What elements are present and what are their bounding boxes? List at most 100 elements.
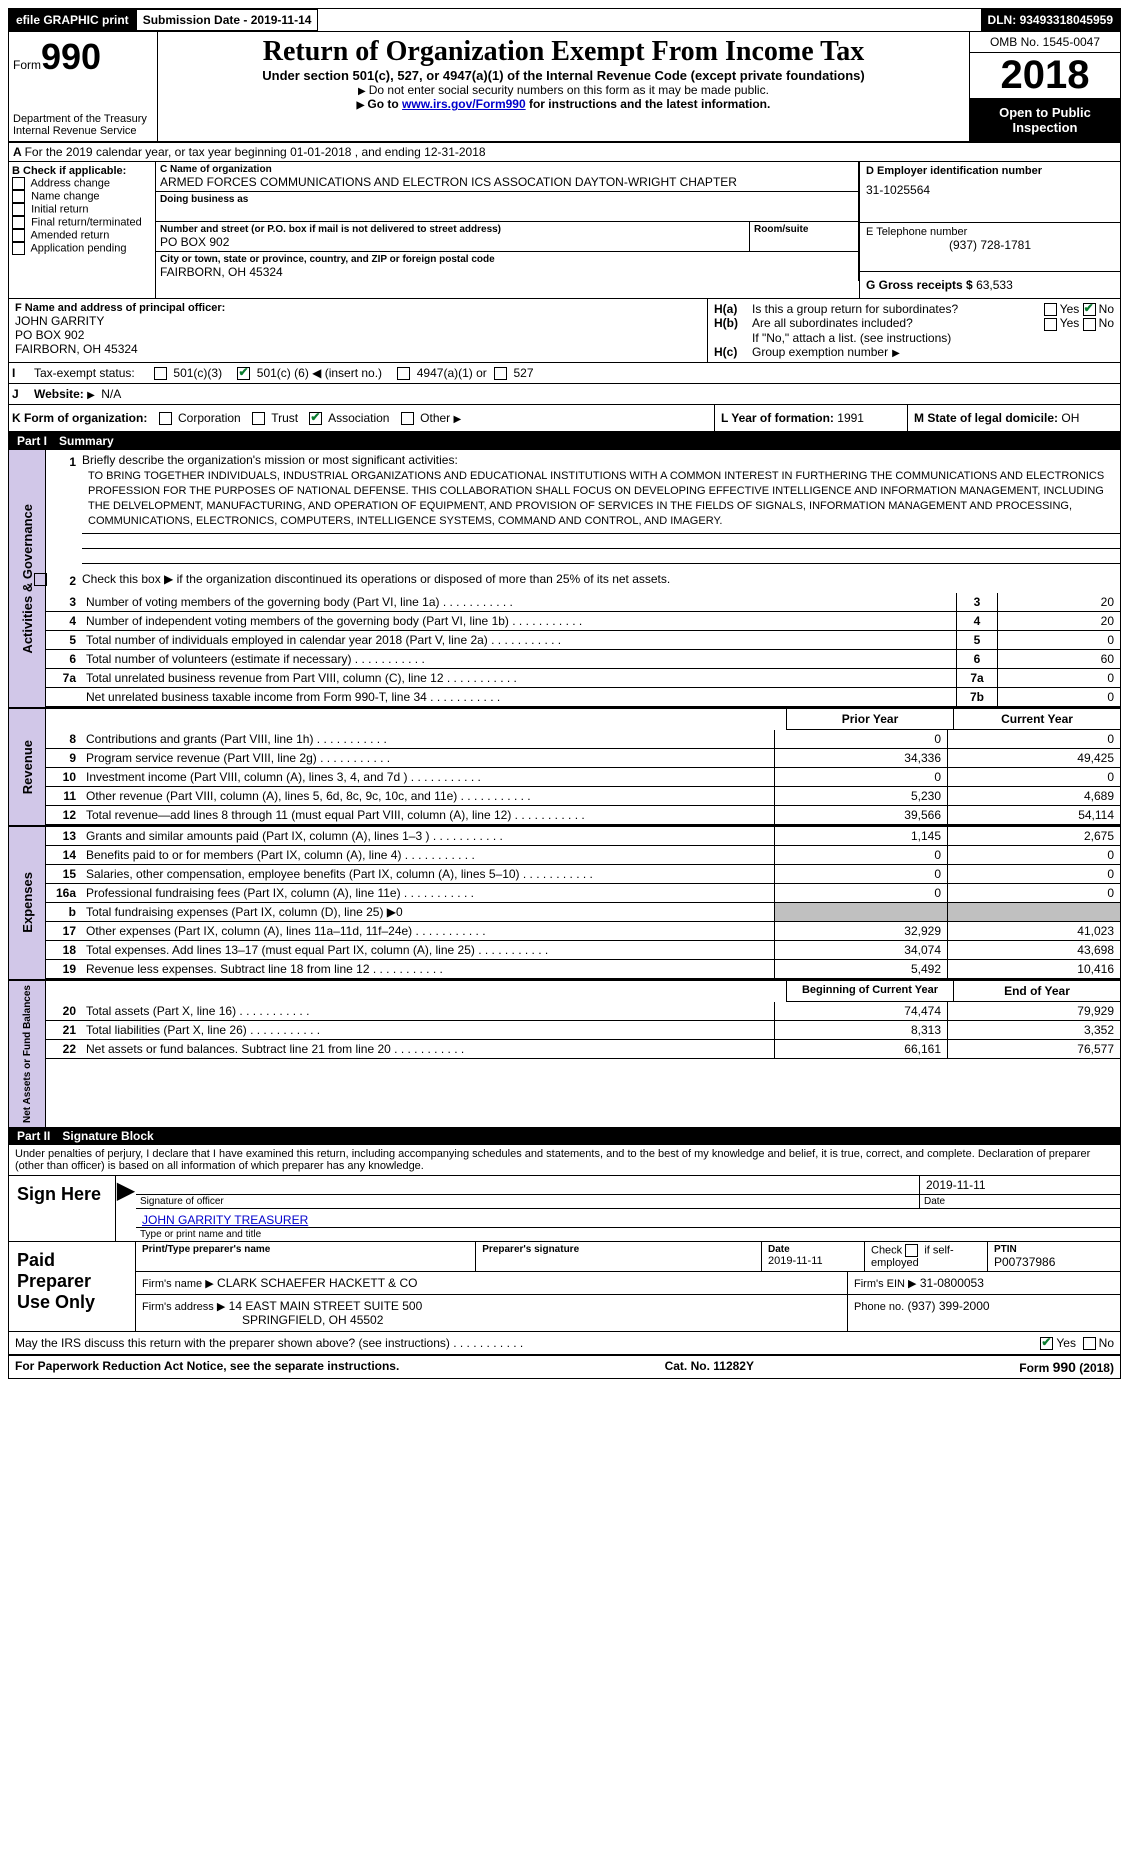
- sign-date: 2019-11-11: [920, 1176, 1120, 1194]
- a-line-text: For the 2019 calendar year, or tax year …: [25, 145, 486, 159]
- b-opt-checkbox[interactable]: [12, 177, 25, 190]
- omb-number: OMB No. 1545-0047: [970, 32, 1120, 53]
- hb-yes-checkbox[interactable]: [1044, 318, 1057, 331]
- subdate-label: Submission Date -: [143, 13, 248, 27]
- phone-val: (937) 728-1781: [866, 238, 1114, 252]
- form-word: Form: [13, 58, 41, 72]
- other-checkbox[interactable]: [401, 412, 414, 425]
- 527-checkbox[interactable]: [494, 367, 507, 380]
- l-label: L Year of formation:: [721, 411, 834, 425]
- submission-date-box: Submission Date - 2019-11-14: [136, 9, 319, 31]
- firm-phone: (937) 399-2000: [908, 1299, 990, 1313]
- form-id-box: Form990 Department of the Treasury Inter…: [9, 32, 158, 141]
- part2-header: Part IISignature Block: [9, 1127, 1120, 1145]
- b-opt-label: Name change: [31, 190, 100, 202]
- discuss-no-checkbox[interactable]: [1083, 1337, 1096, 1350]
- corp-checkbox[interactable]: [159, 412, 172, 425]
- prior-year-head: Prior Year: [786, 709, 953, 730]
- form-990: 990: [41, 36, 101, 77]
- sign-here: Sign Here: [9, 1176, 116, 1241]
- firm-addr-label: Firm's address ▶: [142, 1301, 225, 1313]
- ein-val: 31-1025564: [866, 177, 1114, 197]
- m-label: M State of legal domicile:: [914, 411, 1058, 425]
- room-label: Room/suite: [754, 224, 854, 235]
- sign-arrow-icon: ▶: [116, 1176, 136, 1241]
- cat-no: Cat. No. 11282Y: [665, 1359, 754, 1375]
- paid-preparer-label: Paid Preparer Use Only: [9, 1242, 135, 1331]
- c-label: C Name of organization: [160, 164, 854, 175]
- addr-label: Number and street (or P.O. box if mail i…: [160, 224, 745, 235]
- assoc-checkbox[interactable]: [309, 412, 322, 425]
- trust-checkbox[interactable]: [252, 412, 265, 425]
- officer-typed-name[interactable]: JOHN GARRITY TREASURER: [142, 1213, 308, 1227]
- vlabel-expenses: Expenses: [9, 827, 46, 979]
- self-emp-checkbox[interactable]: [905, 1244, 918, 1257]
- 501c3-checkbox[interactable]: [154, 367, 167, 380]
- hb-no-checkbox[interactable]: [1083, 318, 1096, 331]
- dba-label: Doing business as: [160, 194, 854, 205]
- officer-addr2: FAIRBORN, OH 45324: [15, 342, 701, 356]
- sign-date-label: Date: [920, 1194, 1120, 1208]
- perjury-text: Under penalties of perjury, I declare th…: [9, 1145, 1120, 1176]
- org-addr: PO BOX 902: [160, 235, 745, 249]
- f-label: F Name and address of principal officer:: [15, 302, 701, 314]
- year-formed: 1991: [837, 411, 864, 425]
- officer-addr1: PO BOX 902: [15, 328, 701, 342]
- d-label: D Employer identification number: [866, 165, 1114, 177]
- prep-date-label: Date: [768, 1244, 858, 1255]
- discuss-yes-checkbox[interactable]: [1040, 1337, 1053, 1350]
- b-label: B Check if applicable:: [12, 165, 152, 177]
- arrow-icon: [358, 83, 369, 97]
- firm-addr2: SPRINGFIELD, OH 45502: [142, 1313, 841, 1327]
- officer-sig-label: Signature of officer: [136, 1195, 919, 1208]
- 501c-checkbox[interactable]: [237, 367, 250, 380]
- open-inspection: Open to Public Inspection: [970, 99, 1120, 141]
- k-label: K Form of organization:: [12, 411, 147, 425]
- prep-name-label: Print/Type preparer's name: [142, 1244, 469, 1255]
- j-label: Website:: [34, 387, 84, 401]
- ptin-val: P00737986: [994, 1255, 1114, 1269]
- b-opt-checkbox[interactable]: [12, 216, 25, 229]
- hb-label: Are all subordinates included?: [752, 316, 1044, 330]
- b-opt-label: Application pending: [30, 242, 126, 254]
- dln-box: DLN: 93493318045959: [981, 9, 1120, 31]
- arrow-icon: [87, 387, 98, 401]
- line2-checkbox[interactable]: [34, 573, 47, 586]
- org-name: ARMED FORCES COMMUNICATIONS AND ELECTRON…: [160, 175, 854, 189]
- ha-label: Is this a group return for subordinates?: [752, 302, 1044, 316]
- vlabel-revenue: Revenue: [9, 709, 46, 825]
- name-title-label: Type or print name and title: [136, 1227, 1120, 1241]
- b-opt-label: Amended return: [30, 229, 109, 241]
- subdate-val: 2019-11-14: [251, 13, 312, 27]
- mission-label: Briefly describe the organization's miss…: [82, 453, 1120, 467]
- end-year-head: End of Year: [953, 981, 1120, 1002]
- g-label: G Gross receipts $: [866, 278, 973, 292]
- b-opt-label: Address change: [30, 177, 110, 189]
- b-opt-label: Final return/terminated: [31, 216, 142, 228]
- firm-name: CLARK SCHAEFER HACKETT & CO: [217, 1276, 417, 1290]
- prep-sig-label: Preparer's signature: [482, 1244, 755, 1255]
- dln-label: DLN:: [988, 13, 1017, 27]
- city-label: City or town, state or province, country…: [160, 254, 854, 265]
- dln-val: 93493318045959: [1020, 13, 1113, 27]
- current-year-head: Current Year: [953, 709, 1120, 730]
- begin-year-head: Beginning of Current Year: [786, 981, 953, 1002]
- b-opt-label: Initial return: [31, 203, 88, 215]
- form990-link[interactable]: www.irs.gov/Form990: [402, 97, 526, 111]
- ha-no-checkbox[interactable]: [1083, 303, 1096, 316]
- vlabel-balances: Net Assets or Fund Balances: [9, 981, 46, 1127]
- mission-text: TO BRING TOGETHER INDIVIDUALS, INDUSTRIA…: [82, 467, 1120, 530]
- part1-header: Part ISummary: [9, 432, 1120, 450]
- b-opt-checkbox[interactable]: [12, 203, 25, 216]
- firm-ein-label: Firm's EIN ▶: [854, 1278, 917, 1290]
- b-opt-checkbox[interactable]: [12, 242, 25, 255]
- firm-ein: 31-0800053: [920, 1276, 984, 1290]
- 4947-checkbox[interactable]: [397, 367, 410, 380]
- hc-label: Group exemption number: [752, 345, 888, 359]
- b-opt-checkbox[interactable]: [12, 229, 25, 242]
- efile-label: efile GRAPHIC print: [9, 9, 136, 31]
- ha-yes-checkbox[interactable]: [1044, 303, 1057, 316]
- firm-addr1: 14 EAST MAIN STREET SUITE 500: [229, 1299, 423, 1313]
- b-opt-checkbox[interactable]: [12, 190, 25, 203]
- tax-year: 2018: [970, 53, 1120, 99]
